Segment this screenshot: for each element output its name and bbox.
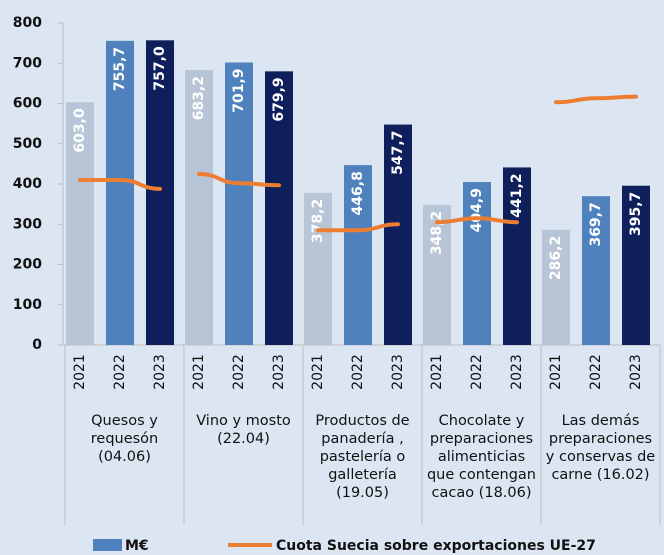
x-tick-label: 2023 <box>628 354 644 390</box>
value-label: 348,2 <box>429 211 445 255</box>
y-tick-label: 800 <box>13 15 42 31</box>
share-line <box>197 171 281 188</box>
legend-swatch <box>93 539 122 551</box>
share-line <box>554 94 638 105</box>
bar <box>146 40 174 346</box>
y-tick-label: 0 <box>32 337 42 353</box>
x-tick-label: 2023 <box>152 354 168 390</box>
value-label: 547,7 <box>390 131 406 175</box>
group-label: Chocolate y preparaciones alimenticias q… <box>426 413 537 501</box>
x-tick-label: 2021 <box>72 354 88 390</box>
y-tick-label: 700 <box>13 55 42 71</box>
group-label: Quesos y requesón (04.06) <box>90 413 159 465</box>
value-label: 757,0 <box>152 46 168 91</box>
y-tick-label: 400 <box>13 176 42 192</box>
value-label: 446,8 <box>350 171 366 215</box>
x-tick-label: 2021 <box>310 354 326 390</box>
group-label: Productos de panadería , pastelería o ga… <box>315 413 410 501</box>
value-label: 404,9 <box>469 188 485 232</box>
value-label: 755,7 <box>112 47 128 91</box>
value-label: 683,2 <box>191 76 207 120</box>
bar <box>542 229 570 345</box>
bar <box>106 40 134 345</box>
bar <box>66 102 94 345</box>
share-line <box>78 177 162 191</box>
y-tick-label: 300 <box>13 216 42 232</box>
bar <box>582 196 610 345</box>
bar <box>622 185 650 345</box>
y-tick-label: 600 <box>13 96 42 112</box>
value-label: 378,2 <box>310 199 326 243</box>
x-tick-label: 2023 <box>509 354 525 390</box>
bar <box>185 70 213 346</box>
x-tick-label: 2022 <box>231 354 247 390</box>
x-tick-label: 2021 <box>191 354 207 390</box>
y-tick-label: 200 <box>13 257 42 273</box>
value-label: 679,9 <box>271 77 287 121</box>
bar <box>225 62 253 345</box>
bar <box>304 192 332 345</box>
bar <box>463 182 491 345</box>
x-tick-label: 2022 <box>350 354 366 390</box>
bar <box>384 124 412 345</box>
value-label: 369,7 <box>588 202 604 246</box>
share-line <box>316 222 400 233</box>
value-label: 441,2 <box>509 173 525 217</box>
value-label: 603,0 <box>72 108 88 153</box>
group-label: Las demás preparaciones y conservas de c… <box>545 413 656 483</box>
bar <box>423 204 451 345</box>
bar <box>503 167 531 345</box>
legend-label: M€ <box>125 538 149 554</box>
x-tick-label: 2022 <box>469 354 485 390</box>
value-label: 701,9 <box>231 68 247 112</box>
group-label: Vino y mosto (22.04) <box>196 413 291 447</box>
x-tick-label: 2022 <box>112 354 128 390</box>
value-label: 395,7 <box>628 192 644 236</box>
x-tick-label: 2021 <box>429 354 445 390</box>
legend-label: Cuota Suecia sobre exportaciones UE-27 <box>276 538 596 554</box>
x-tick-label: 2023 <box>390 354 406 390</box>
value-label: 286,2 <box>548 236 564 280</box>
x-tick-label: 2021 <box>548 354 564 390</box>
x-tick-label: 2022 <box>588 354 604 390</box>
share-line <box>435 216 519 225</box>
bar <box>344 165 372 345</box>
bar <box>265 71 293 346</box>
y-tick-label: 100 <box>13 297 42 313</box>
x-tick-label: 2023 <box>271 354 287 390</box>
y-tick-label: 500 <box>13 136 42 152</box>
